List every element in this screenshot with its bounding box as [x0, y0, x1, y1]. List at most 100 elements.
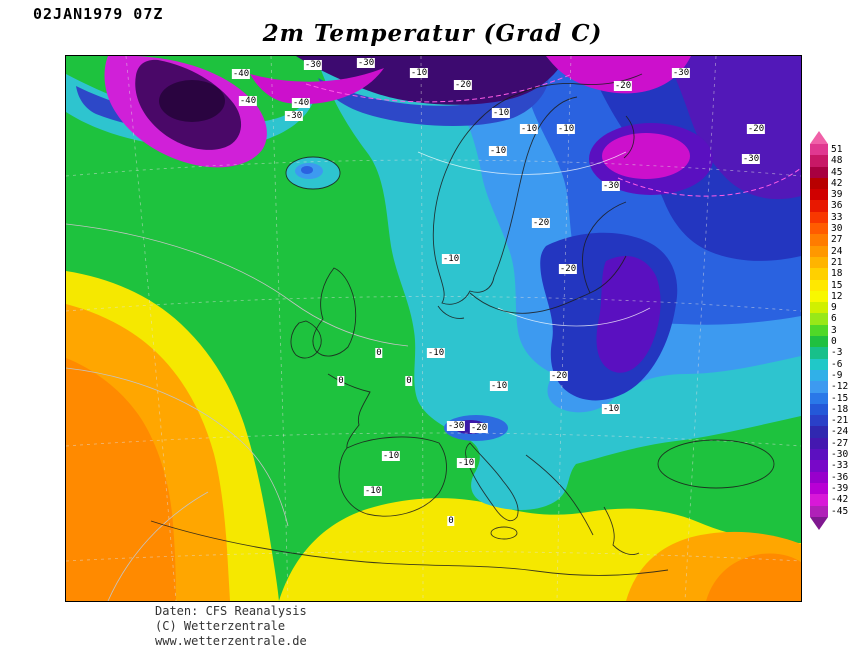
colorbar-row: 42: [810, 177, 848, 190]
colorbar-arrow-top: [810, 131, 828, 144]
colorbar-swatch: [810, 245, 828, 257]
colorbar-row: 48: [810, 155, 848, 167]
colorbar-tick-label: 45: [831, 166, 843, 178]
temperature-contour-label: -10: [601, 404, 621, 414]
colorbar-tick-label: -12: [831, 381, 849, 393]
colorbar-tick-label: -36: [831, 471, 849, 483]
temperature-field: [66, 56, 801, 601]
colorbar-tick-label: -30: [831, 449, 849, 461]
temperature-map: -40 -30 -30 -10 -20 -20 -30 -40 -40 -30 -10 -10 -10-…: [65, 55, 802, 602]
colorbar-tick-label: -27: [831, 437, 849, 449]
temperature-contour-label: -20: [549, 371, 569, 381]
coastlines: [150, 73, 775, 576]
colorbar-row: 15: [810, 279, 848, 291]
colorbar-arrow-bottom: [810, 516, 828, 530]
temperature-contour-label: 0: [337, 376, 345, 386]
map-labels: -40 -30 -30 -10 -20 -20 -30 -40 -40 -30 -10 -10 -10-…: [66, 56, 801, 601]
temperature-contour-label: -40: [238, 96, 258, 106]
temperature-contour-label: -20: [469, 423, 489, 433]
colorbar-swatch: [810, 460, 828, 472]
colorbar-row: 6: [810, 313, 848, 325]
colorbar-swatch: [810, 437, 828, 450]
temperature-contour-label: -30: [741, 154, 761, 164]
colorbar-row: 9: [810, 302, 848, 314]
temperature-contour-label: -10: [381, 451, 401, 461]
colorbar-tick-label: 24: [831, 245, 843, 257]
colorbar-swatch: [810, 279, 828, 291]
isotherm-contours: [66, 73, 801, 601]
temperature-contour-label: 0: [447, 516, 455, 526]
colorbar-row: 24: [810, 245, 848, 257]
colorbar-swatch: [810, 415, 828, 427]
temperature-contour-label: -10: [441, 254, 461, 264]
colorbar-tick-label: 27: [831, 234, 843, 246]
colorbar-swatch: [810, 482, 828, 495]
attribution-url: www.wetterzentrale.de: [155, 634, 307, 648]
colorbar-swatch: [810, 358, 828, 370]
colorbar-row: 33: [810, 211, 848, 224]
colorbar-row: 36: [810, 200, 848, 212]
temperature-contour-label: -10: [489, 381, 509, 391]
colorbar-swatch: [810, 336, 828, 348]
colorbar-row: -39: [810, 482, 849, 495]
temperature-contour-label: -30: [671, 68, 691, 78]
colorbar-row: 0: [810, 336, 848, 348]
temperature-contour-label: -10: [556, 124, 576, 134]
temperature-contour-label: -20: [558, 264, 578, 274]
temperature-contour-label: 0: [375, 348, 383, 358]
colorbar-tick-label: 36: [831, 200, 843, 212]
temperature-contour-label: -30: [601, 181, 621, 191]
colorbar-tick-label: 21: [831, 256, 843, 268]
colorbar-tick-label: 51: [831, 144, 843, 155]
colorbar-swatch: [810, 505, 828, 517]
colorbar-swatch: [810, 369, 828, 382]
temperature-contour-label: -10: [456, 458, 476, 468]
colorbar-swatch: [810, 392, 828, 404]
colorbar-tick-label: 48: [831, 155, 843, 167]
temperature-contour-label: -30: [303, 60, 323, 70]
graticule: [66, 56, 801, 601]
colorbar-tick-label: -42: [831, 494, 849, 506]
colorbar-swatch: [810, 494, 828, 506]
colorbar-row: -3: [810, 347, 848, 359]
attribution-data-source: Daten: CFS Reanalysis: [155, 604, 307, 618]
colorbar-swatch: [810, 189, 828, 201]
map-svg: [66, 56, 801, 601]
temperature-contour-label: -40: [291, 98, 311, 108]
temperature-contour-label: 0: [405, 376, 413, 386]
colorbar-tick-label: -33: [831, 460, 849, 472]
colorbar-tick-label: 0: [831, 336, 837, 348]
colorbar-row: -18: [810, 403, 848, 416]
colorbar-row: 45: [810, 166, 848, 178]
colorbar-row: -33: [810, 460, 849, 472]
temperature-contour-label: -20: [746, 124, 766, 134]
colorbar-row: -45: [810, 505, 848, 517]
colorbar-tick-label: 42: [831, 177, 843, 189]
colorbar-tick-label: 30: [831, 223, 843, 235]
temperature-contour-label: -30: [356, 58, 376, 68]
colorbar-swatch: [810, 471, 828, 483]
colorbar-swatch: [810, 324, 828, 337]
colorbar-tick-label: 18: [831, 268, 843, 280]
colorbar-swatch: [810, 200, 828, 212]
colorbar-tick-label: -39: [831, 482, 849, 494]
colorbar-tick-label: 39: [831, 189, 843, 201]
colorbar-row: -12: [810, 381, 849, 393]
temperature-contour-label: -10: [409, 68, 429, 78]
colorbar-tick-label: 12: [831, 290, 843, 302]
colorbar-tick-label: 33: [831, 211, 843, 223]
colorbar-cells: 51 48 45 42 39 36 33 30 27 24 21 18 15 12 9 6 3 0 -3 -6 -9 -1…: [810, 144, 848, 517]
temperature-contour-label: -20: [613, 81, 633, 91]
colorbar-swatch: [810, 234, 828, 246]
temperature-contour-label: -20: [531, 218, 551, 228]
colorbar-swatch: [810, 177, 828, 190]
colorbar-row: 3: [810, 324, 848, 337]
temperature-contour-label: -10: [426, 348, 446, 358]
temperature-contour-label: -10: [363, 486, 383, 496]
temperature-contour-label: -10: [519, 124, 539, 134]
colorbar-swatch: [810, 155, 828, 167]
colorbar-swatch: [810, 256, 828, 269]
colorbar-tick-label: -6: [831, 358, 843, 370]
colorbar: 51 48 45 42 39 36 33 30 27 24 21 18 15 12 9 6 3 0 -3 -6 -9 -1…: [810, 131, 848, 530]
